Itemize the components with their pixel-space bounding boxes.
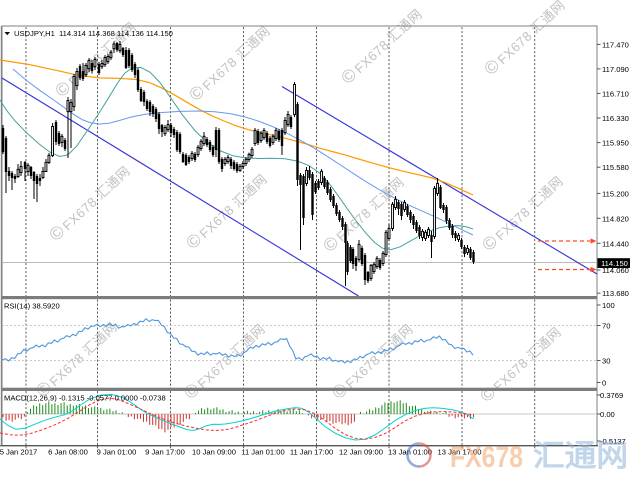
svg-text:5 Jan 2017: 5 Jan 2017 xyxy=(0,448,37,457)
svg-text:6 Jan 08:00: 6 Jan 08:00 xyxy=(48,448,88,457)
svg-text:12 Jan 09:00: 12 Jan 09:00 xyxy=(339,448,383,457)
svg-text:9 Jan 01:00: 9 Jan 01:00 xyxy=(97,448,137,457)
svg-text:115.950: 115.950 xyxy=(602,139,629,148)
svg-text:115.580: 115.580 xyxy=(602,163,629,172)
svg-text:70: 70 xyxy=(602,322,610,331)
svg-text:114.150: 114.150 xyxy=(601,259,628,268)
svg-text:FX678: FX678 xyxy=(450,441,523,474)
svg-text:10 Jan 09:00: 10 Jan 09:00 xyxy=(192,448,236,457)
svg-text:11 Jan 17:00: 11 Jan 17:00 xyxy=(290,448,333,457)
svg-text:13 Jan 01:00: 13 Jan 01:00 xyxy=(388,448,432,457)
svg-text:0.00: 0.00 xyxy=(600,410,615,419)
svg-text:116.330: 116.330 xyxy=(602,114,629,123)
svg-text:11 Jan 01:00: 11 Jan 01:00 xyxy=(241,448,284,457)
svg-text:117.090: 117.090 xyxy=(602,65,629,74)
svg-text:114.820: 114.820 xyxy=(602,214,629,223)
svg-text:115.200: 115.200 xyxy=(602,189,629,198)
svg-text:汇通网: 汇通网 xyxy=(533,440,628,473)
svg-text:-0.5137: -0.5137 xyxy=(600,437,626,446)
svg-text:9 Jan 17:00: 9 Jan 17:00 xyxy=(145,448,185,457)
svg-text:0.3769: 0.3769 xyxy=(600,391,623,400)
svg-text:0: 0 xyxy=(602,379,606,388)
svg-text:RSI(14) 38.5920: RSI(14) 38.5920 xyxy=(4,302,60,311)
svg-text:13 Jan 17:00: 13 Jan 17:00 xyxy=(438,448,482,457)
svg-text:30: 30 xyxy=(602,357,610,366)
svg-text:100: 100 xyxy=(602,301,615,310)
svg-text:117.470: 117.470 xyxy=(602,40,629,49)
svg-text:116.710: 116.710 xyxy=(602,89,629,98)
svg-text:USDJPY,H1 114.314 114.368 114: USDJPY,H1 114.314 114.368 114.136 114.15… xyxy=(14,29,173,38)
svg-text:MACD(12,26,9) -0.1315 -0.0577: MACD(12,26,9) -0.1315 -0.0577 0.0000 -0.… xyxy=(4,394,166,403)
svg-text:114.440: 114.440 xyxy=(602,239,629,248)
svg-text:114.060: 114.060 xyxy=(602,266,629,275)
svg-text:113.680: 113.680 xyxy=(602,289,629,298)
